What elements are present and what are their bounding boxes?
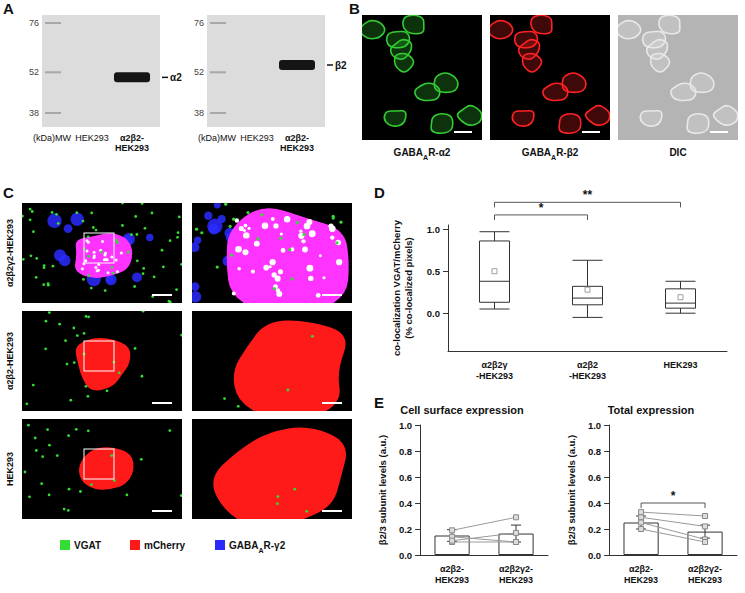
svg-text:0.0: 0.0 <box>399 550 412 561</box>
svg-text:Total expression: Total expression <box>608 404 695 416</box>
svg-text:α2β2: α2β2 <box>577 360 598 370</box>
svg-text:(% co-localized pixels): (% co-localized pixels) <box>403 237 414 338</box>
svg-text:E: E <box>374 394 384 411</box>
svg-text:α2β2-: α2β2- <box>440 564 464 574</box>
svg-text:α2β2-HEK293: α2β2-HEK293 <box>5 332 15 390</box>
svg-text:β2/3 subunit levels (a.u.): β2/3 subunit levels (a.u.) <box>566 435 577 545</box>
svg-text:HEK293: HEK293 <box>688 575 722 585</box>
svg-text:*: * <box>671 489 676 503</box>
svg-text:52: 52 <box>29 67 39 77</box>
svg-text:GABAAR-γ2: GABAAR-γ2 <box>229 540 286 554</box>
svg-text:D: D <box>374 184 385 201</box>
svg-text:0.2: 0.2 <box>588 524 601 535</box>
svg-text:α2β2-HEK293: α2β2-HEK293 <box>280 133 314 153</box>
svg-text:A: A <box>3 0 14 17</box>
svg-text:α2β2γ: α2β2γ <box>481 360 507 370</box>
svg-text:76: 76 <box>29 18 39 28</box>
svg-text:*: * <box>539 201 544 215</box>
svg-text:mCherry: mCherry <box>144 540 186 551</box>
svg-text:76: 76 <box>194 18 204 28</box>
svg-text:α2β2-: α2β2- <box>629 564 653 574</box>
svg-text:HEK293: HEK293 <box>75 133 109 143</box>
svg-text:HEK293: HEK293 <box>5 452 15 486</box>
svg-text:co-localization VGAT/mCherry: co-localization VGAT/mCherry <box>391 219 402 356</box>
svg-text:0.0: 0.0 <box>588 550 601 561</box>
svg-text:0.4: 0.4 <box>399 498 413 509</box>
svg-text:α2β2γ2-: α2β2γ2- <box>499 564 533 574</box>
svg-text:β2/3 subunit levels (a.u.): β2/3 subunit levels (a.u.) <box>377 435 388 545</box>
svg-text:(kDa)MW: (kDa)MW <box>198 133 236 143</box>
svg-text:0.8: 0.8 <box>588 446 601 457</box>
svg-text:0.6: 0.6 <box>399 472 412 483</box>
svg-text:1.0: 1.0 <box>588 420 601 431</box>
svg-text:(kDa)MW: (kDa)MW <box>33 133 71 143</box>
svg-text:1.0: 1.0 <box>399 420 412 431</box>
svg-text:GABAAR-α2: GABAAR-α2 <box>394 147 451 161</box>
svg-text:Cell surface expression: Cell surface expression <box>400 404 524 416</box>
svg-text:HEK293: HEK293 <box>663 360 697 370</box>
svg-text:0.4: 0.4 <box>588 498 602 509</box>
svg-text:HEK293: HEK293 <box>240 133 274 143</box>
svg-text:VGAT: VGAT <box>74 540 101 551</box>
svg-text:α2β2γ2-: α2β2γ2- <box>688 564 722 574</box>
svg-text:β2: β2 <box>335 60 347 71</box>
svg-text:DIC: DIC <box>669 147 686 158</box>
svg-text:0.6: 0.6 <box>588 472 601 483</box>
svg-text:0.5: 0.5 <box>427 266 441 277</box>
svg-text:-HEK293: -HEK293 <box>476 371 513 381</box>
svg-text:B: B <box>349 0 360 17</box>
svg-text:0.0: 0.0 <box>427 308 440 319</box>
svg-text:1.0: 1.0 <box>427 224 440 235</box>
svg-text:52: 52 <box>194 67 204 77</box>
svg-text:C: C <box>3 184 14 201</box>
svg-text:GABAAR-β2: GABAAR-β2 <box>522 147 579 161</box>
svg-text:**: ** <box>583 188 593 202</box>
svg-text:α2: α2 <box>170 72 182 83</box>
svg-text:HEK293: HEK293 <box>499 575 533 585</box>
svg-text:HEK293: HEK293 <box>624 575 658 585</box>
svg-text:0.2: 0.2 <box>399 524 412 535</box>
svg-text:38: 38 <box>194 108 204 118</box>
svg-text:-HEK293: -HEK293 <box>569 371 606 381</box>
svg-text:38: 38 <box>29 108 39 118</box>
svg-text:0.8: 0.8 <box>399 446 412 457</box>
svg-text:α2β2-HEK293: α2β2-HEK293 <box>115 133 149 153</box>
svg-text:HEK293: HEK293 <box>435 575 469 585</box>
svg-text:α2β2γ2-HEK293: α2β2γ2-HEK293 <box>5 219 15 287</box>
